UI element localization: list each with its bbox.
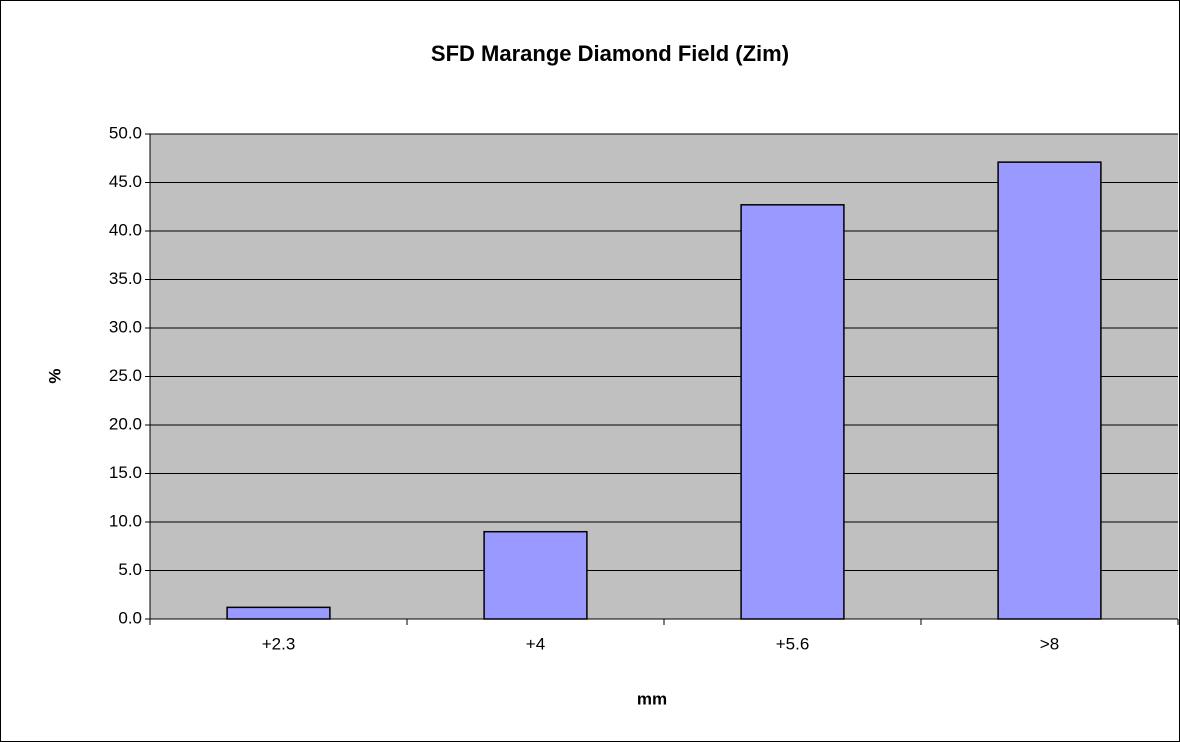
x-tick-label: +5.6 [776,634,810,653]
y-tick-label: 35.0 [109,269,142,288]
y-tick-label: 40.0 [109,220,142,239]
y-tick-label: 20.0 [109,414,142,433]
x-axis-label: mm [637,689,667,708]
y-tick-label: 45.0 [109,172,142,191]
y-tick-label: 10.0 [109,511,142,530]
bar [997,161,1102,620]
y-axis-label: % [45,368,64,383]
chart-title: SFD Marange Diamond Field (Zim) [431,41,789,66]
x-tick-label: >8 [1040,634,1059,653]
y-tick-label: 0.0 [118,608,142,627]
bar [483,530,588,620]
y-tick-label: 25.0 [109,366,142,385]
x-tick-label: +4 [526,634,545,653]
y-tick-label: 30.0 [109,317,142,336]
y-tick-label: 50.0 [109,123,142,142]
y-tick-label: 5.0 [118,560,142,579]
bar [740,204,845,620]
x-tick-label: +2.3 [262,634,296,653]
bar [226,606,331,620]
y-tick-label: 15.0 [109,463,142,482]
